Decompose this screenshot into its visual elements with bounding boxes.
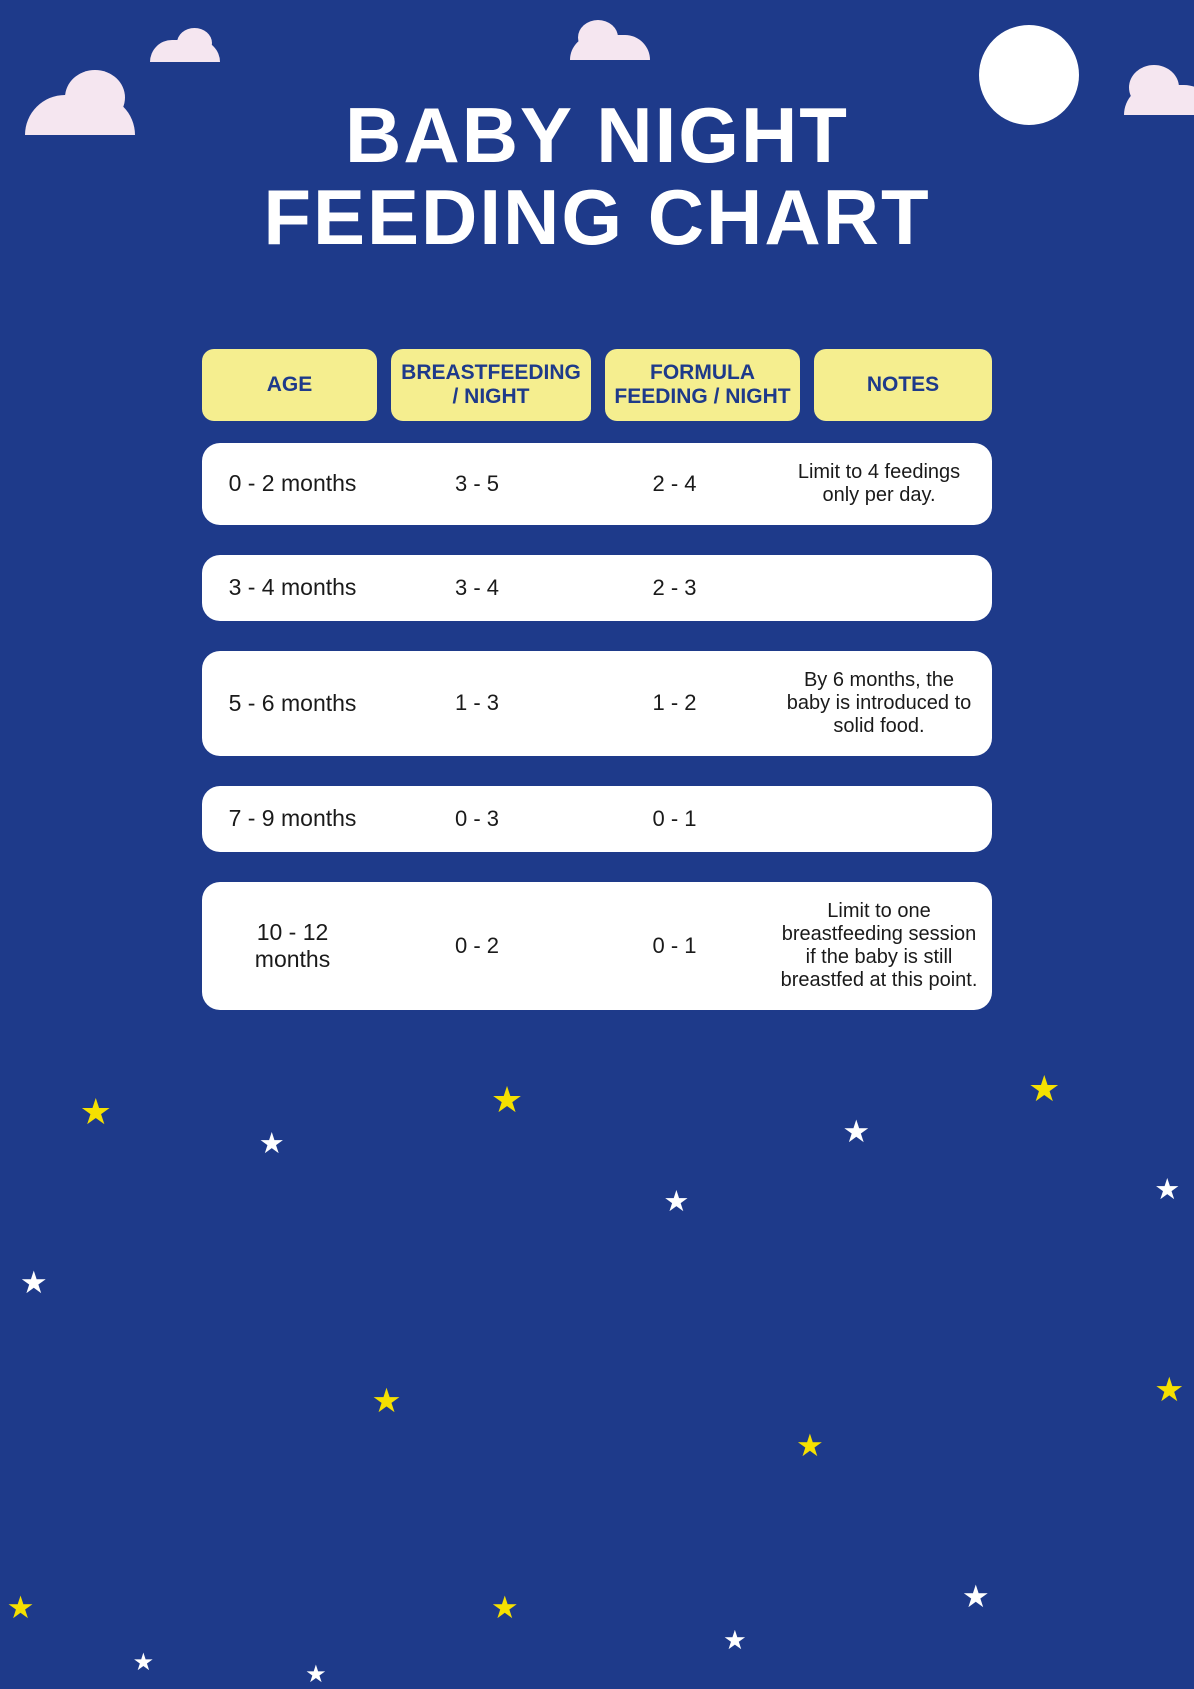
cell-bf: 0 - 3 — [377, 806, 577, 832]
stars-decoration: ★★★★★★★★★★★★★★★★★ — [0, 1033, 1194, 1683]
table-row: 0 - 2 months 3 - 5 2 - 4 Limit to 4 feed… — [202, 443, 992, 525]
cell-ff: 2 - 4 — [577, 471, 772, 497]
table-row: 7 - 9 months 0 - 3 0 - 1 — [202, 786, 992, 852]
cell-age: 3 - 4 months — [202, 574, 377, 601]
star-icon: ★ — [962, 1579, 990, 1615]
cell-age: 10 - 12 months — [202, 919, 377, 973]
table-row: 5 - 6 months 1 - 3 1 - 2 By 6 months, th… — [202, 651, 992, 756]
column-header-age: AGE — [202, 349, 377, 421]
star-icon: ★ — [491, 1079, 523, 1121]
cell-notes: By 6 months, the baby is introduced to s… — [772, 669, 992, 738]
title-line-1: BABY NIGHT — [345, 91, 849, 179]
star-icon: ★ — [259, 1126, 285, 1161]
cloud-icon — [1124, 85, 1194, 115]
cell-notes: Limit to 4 feedings only per day. — [772, 461, 992, 507]
moon-icon — [979, 25, 1079, 125]
table-row: 3 - 4 months 3 - 4 2 - 3 — [202, 555, 992, 621]
star-icon: ★ — [80, 1091, 112, 1133]
star-icon: ★ — [1028, 1068, 1060, 1110]
star-icon: ★ — [133, 1648, 155, 1677]
cell-bf: 0 - 2 — [377, 933, 577, 959]
star-icon: ★ — [1154, 1172, 1180, 1207]
star-icon: ★ — [723, 1625, 747, 1656]
star-icon: ★ — [842, 1114, 870, 1150]
cell-bf: 3 - 4 — [377, 575, 577, 601]
star-icon: ★ — [7, 1590, 35, 1626]
cell-age: 5 - 6 months — [202, 690, 377, 717]
column-header-notes: NOTES — [814, 349, 992, 421]
star-icon: ★ — [491, 1590, 519, 1626]
cell-ff: 0 - 1 — [577, 933, 772, 959]
cell-ff: 0 - 1 — [577, 806, 772, 832]
star-icon: ★ — [20, 1265, 48, 1301]
cloud-icon — [570, 35, 650, 60]
cell-ff: 1 - 2 — [577, 690, 772, 716]
star-icon: ★ — [305, 1660, 327, 1689]
star-icon: ★ — [1154, 1370, 1184, 1410]
table-header-row: AGE BREASTFEEDING / NIGHT FORMULA FEEDIN… — [202, 349, 992, 421]
cloud-icon — [25, 95, 135, 135]
cell-bf: 1 - 3 — [377, 690, 577, 716]
title-line-2: FEEDING CHART — [263, 173, 930, 261]
column-header-formula: FORMULA FEEDING / NIGHT — [605, 349, 800, 421]
cell-bf: 3 - 5 — [377, 471, 577, 497]
star-icon: ★ — [371, 1381, 401, 1421]
cell-age: 7 - 9 months — [202, 805, 377, 832]
cell-ff: 2 - 3 — [577, 575, 772, 601]
cell-age: 0 - 2 months — [202, 470, 377, 497]
table-row: 10 - 12 months 0 - 2 0 - 1 Limit to one … — [202, 882, 992, 1010]
cell-notes: Limit to one breastfeeding session if th… — [772, 900, 992, 992]
column-header-breastfeeding: BREASTFEEDING / NIGHT — [391, 349, 591, 421]
star-icon: ★ — [663, 1184, 689, 1219]
star-icon: ★ — [796, 1428, 824, 1464]
cloud-icon — [150, 40, 220, 62]
feeding-chart: AGE BREASTFEEDING / NIGHT FORMULA FEEDIN… — [202, 349, 992, 1010]
